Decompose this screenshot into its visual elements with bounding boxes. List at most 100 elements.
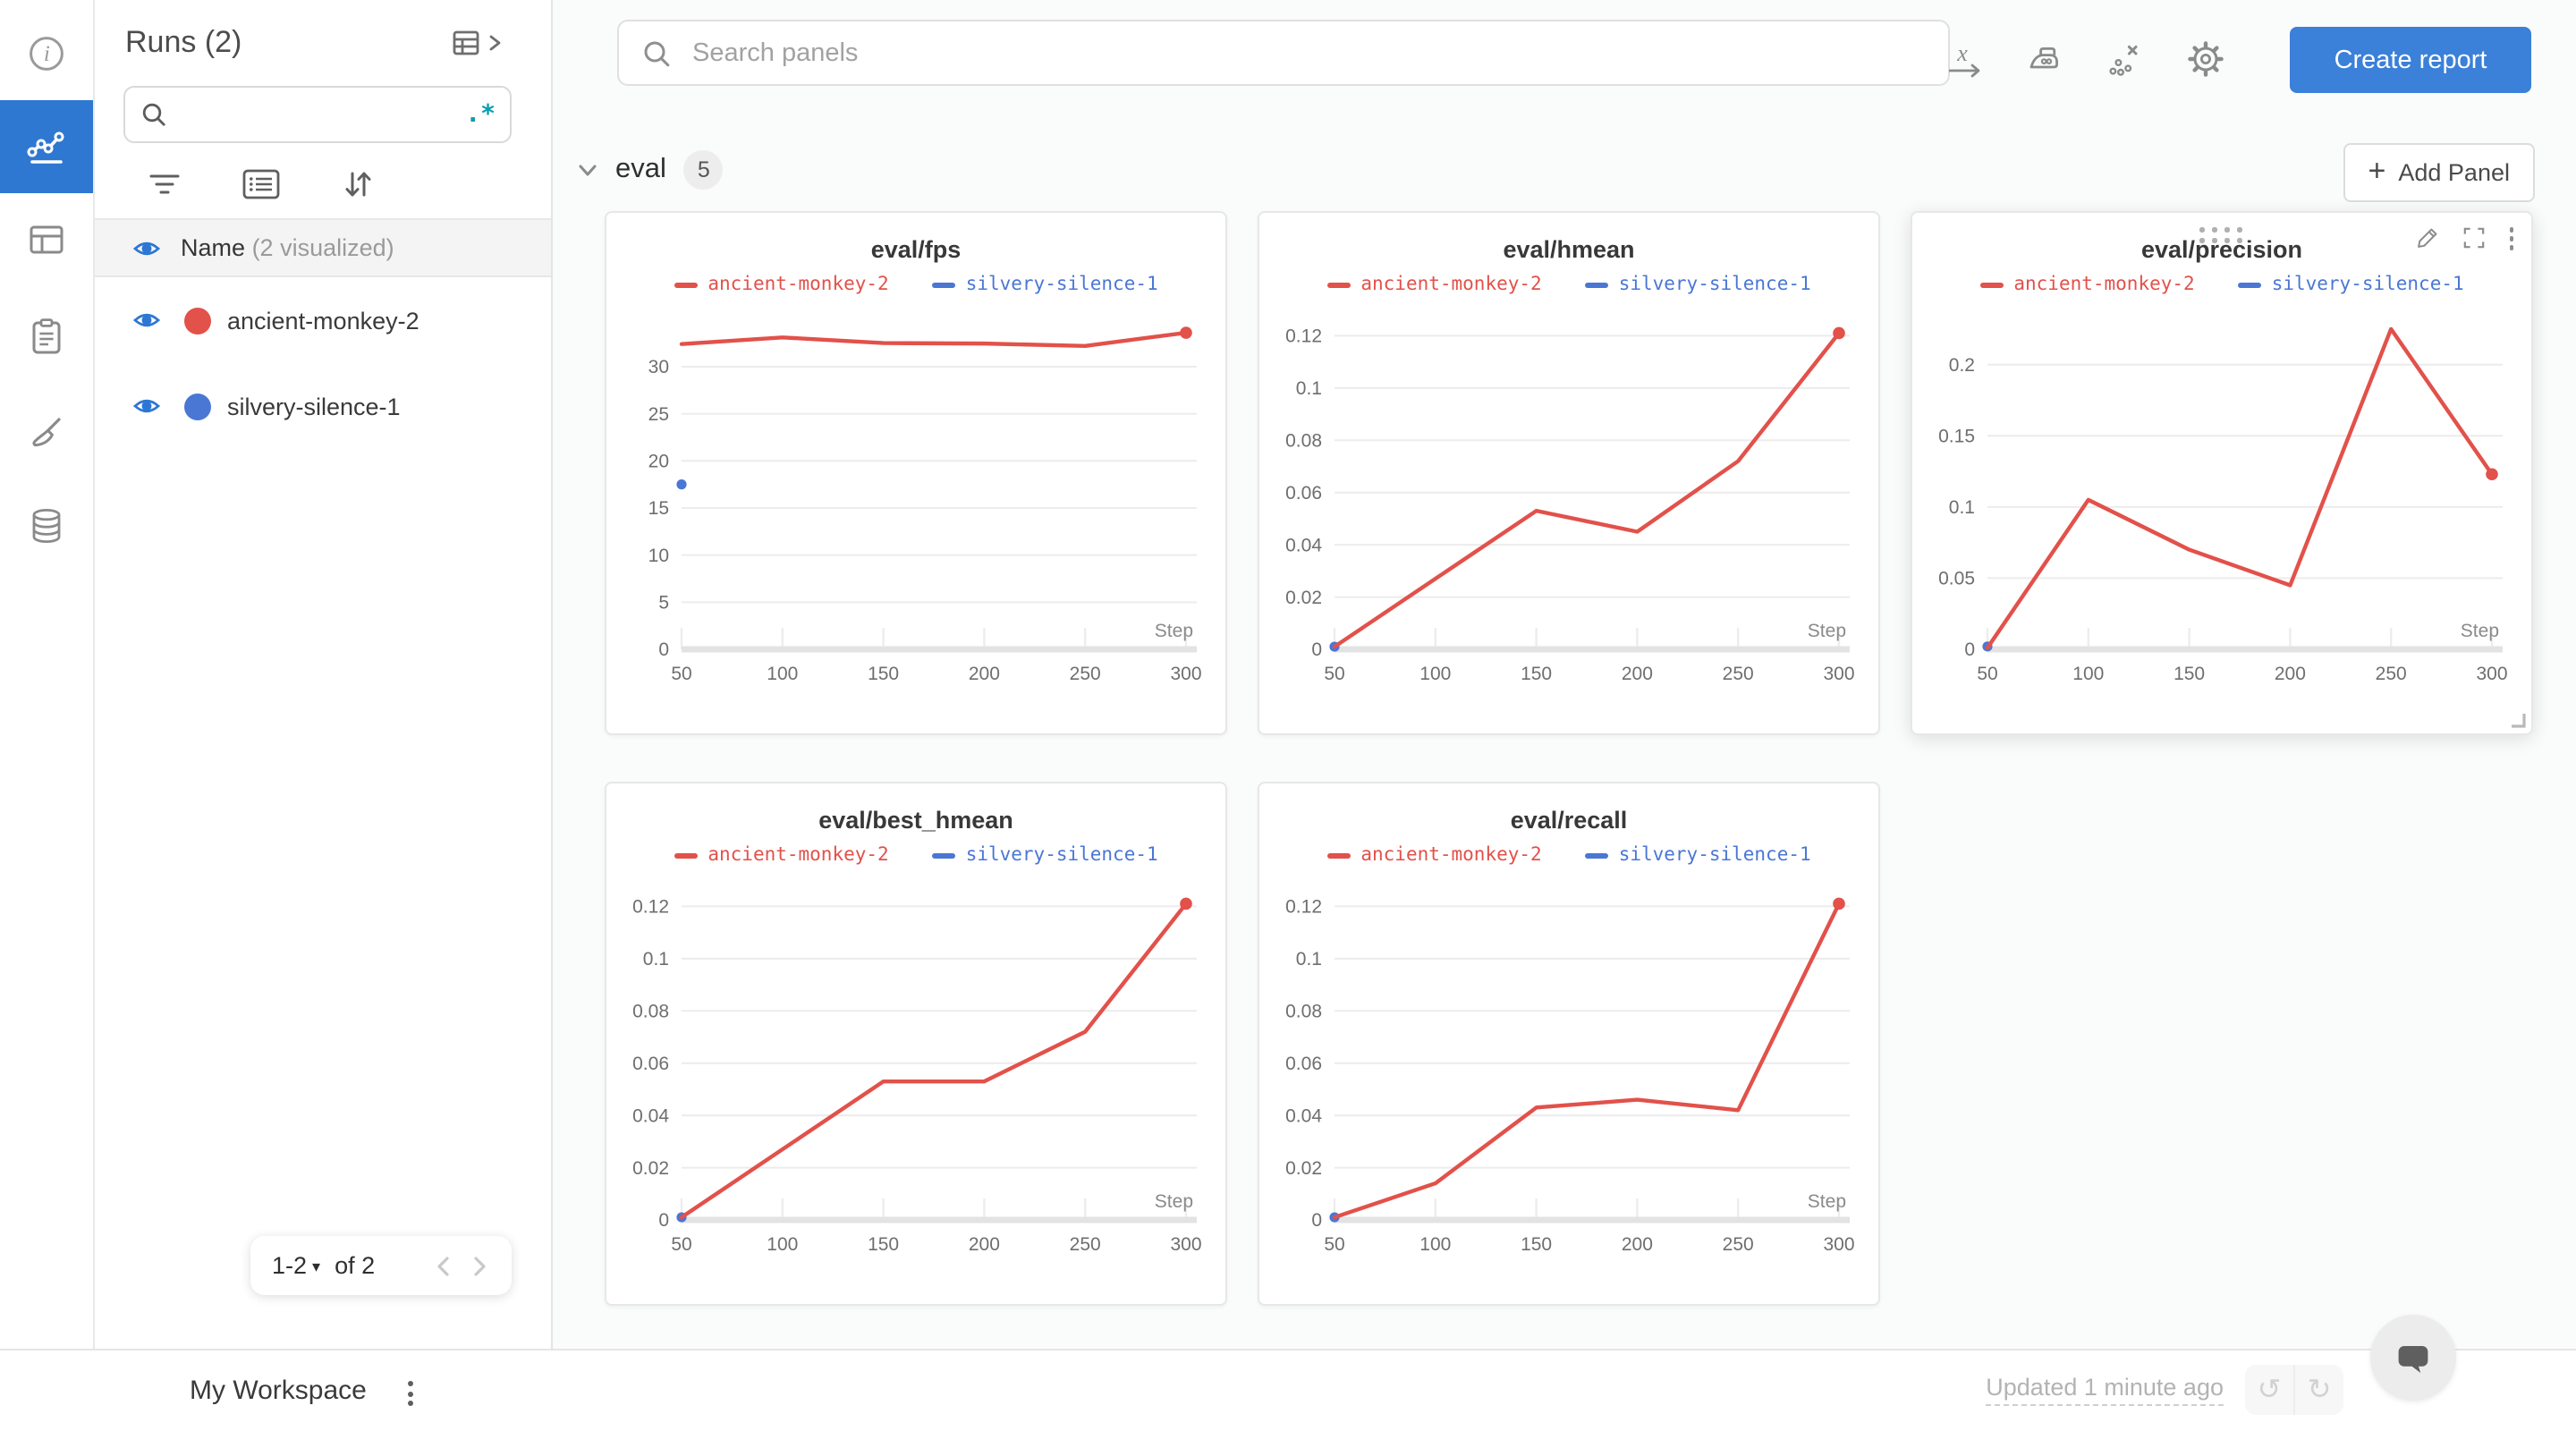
rail-item-info[interactable]: i [0, 7, 93, 100]
chat-bubble-icon [2398, 1346, 2428, 1373]
svg-text:10: 10 [648, 546, 669, 566]
workspace-settings-button[interactable] [2184, 38, 2227, 80]
display-settings-button[interactable] [242, 168, 281, 200]
rail-item-artifacts[interactable] [0, 479, 93, 572]
svg-text:300: 300 [1823, 664, 1854, 684]
svg-text:150: 150 [1521, 1234, 1552, 1255]
chart-canvas[interactable]: 0 0.05 0.1 0.15 0.2 50 100 150 200 250 300 Step [1923, 302, 2524, 699]
run-color-dot [184, 307, 211, 334]
panel-menu-button[interactable] [2505, 224, 2517, 253]
sort-icon [345, 172, 371, 197]
legend-item[interactable]: silvery-silence-1 [931, 844, 1158, 866]
chart-canvas[interactable]: 0 0.02 0.04 0.06 0.08 0.1 0.12 50 100 150 200 250 30… [1270, 302, 1871, 699]
svg-text:0.04: 0.04 [632, 1105, 669, 1126]
svg-text:200: 200 [969, 664, 1000, 684]
add-panel-button[interactable]: + Add Panel [2343, 143, 2535, 202]
legend-item[interactable]: ancient-monkey-2 [1326, 844, 1542, 866]
chart-canvas[interactable]: 0 0.02 0.04 0.06 0.08 0.1 0.12 50 100 150 200 250 30… [617, 873, 1218, 1270]
edit-panel-button[interactable] [2412, 224, 2441, 253]
svg-text:25: 25 [648, 404, 669, 425]
support-chat-button[interactable] [2370, 1315, 2456, 1401]
svg-text:150: 150 [1521, 664, 1552, 684]
info-icon: i [30, 37, 64, 71]
chart-panel[interactable]: eval/best_hmean ancient-monkey-2 silvery-s… [605, 782, 1227, 1306]
legend-item[interactable]: ancient-monkey-2 [674, 274, 889, 295]
visualized-count-label: (2 visualized) [251, 234, 394, 261]
svg-text:200: 200 [1622, 664, 1653, 684]
redo-button[interactable]: ↻ [2307, 1376, 2332, 1406]
filter-runs-button[interactable] [147, 168, 182, 200]
regex-toggle-button[interactable]: .* [465, 100, 496, 129]
svg-text:0.05: 0.05 [1938, 569, 1975, 589]
chart-canvas[interactable]: 0 5 10 15 20 25 30 50 100 150 200 250 300 Step [617, 302, 1218, 699]
svg-text:30: 30 [648, 357, 669, 377]
svg-text:0.12: 0.12 [1285, 897, 1322, 918]
run-search-input[interactable] [179, 99, 466, 130]
add-panel-label: Add Panel [2398, 159, 2510, 186]
scatter-x-icon [2109, 45, 2138, 76]
next-page-button[interactable] [469, 1251, 490, 1280]
svg-text:0.06: 0.06 [1285, 483, 1322, 504]
svg-text:0.08: 0.08 [1285, 430, 1322, 451]
rail-item-runs-table[interactable] [0, 193, 93, 286]
database-icon [32, 509, 61, 544]
prev-page-button[interactable] [433, 1251, 454, 1280]
rail-item-workspace-charts[interactable] [0, 100, 93, 193]
panel-legend: ancient-monkey-2 silvery-silence-1 [606, 841, 1225, 869]
smoothing-button[interactable] [2023, 38, 2066, 80]
legend-run-name: ancient-monkey-2 [708, 844, 889, 866]
rail-item-sweeps[interactable] [0, 386, 93, 479]
legend-run-name: ancient-monkey-2 [1360, 844, 1542, 866]
chevron-right-icon [489, 35, 501, 51]
search-icon [644, 40, 670, 66]
svg-text:x: x [1956, 40, 1968, 66]
svg-text:0.1: 0.1 [1296, 378, 1322, 399]
sort-runs-button[interactable] [340, 168, 376, 200]
chart-panel[interactable]: eval/precision ancient-monkey-2 silvery-si… [1911, 211, 2533, 735]
run-row[interactable]: silvery-silence-1 [93, 363, 551, 449]
legend-item[interactable]: silvery-silence-1 [931, 274, 1158, 295]
page-range-label: 1-2 [272, 1252, 308, 1279]
panel-resize-handle[interactable] [2508, 710, 2526, 728]
legend-item[interactable]: silvery-silence-1 [1584, 844, 1811, 866]
outlier-removal-button[interactable] [2104, 38, 2147, 80]
legend-run-name: ancient-monkey-2 [2013, 274, 2195, 295]
legend-item[interactable]: silvery-silence-1 [1584, 274, 1811, 295]
updated-timestamp[interactable]: Updated 1 minute ago [1986, 1374, 2224, 1406]
chart-canvas[interactable]: 0 0.02 0.04 0.06 0.08 0.1 0.12 50 100 150 200 250 30… [1270, 873, 1871, 1270]
legend-item[interactable]: ancient-monkey-2 [1979, 274, 2195, 295]
create-report-button[interactable]: Create report [2290, 27, 2531, 93]
svg-text:300: 300 [1823, 1234, 1854, 1255]
expand-runs-table-button[interactable] [451, 25, 504, 61]
chart-panel[interactable]: eval/fps ancient-monkey-2 silvery-silence-… [605, 211, 1227, 735]
panel-drag-handle[interactable] [2199, 227, 2244, 245]
svg-text:200: 200 [969, 1234, 1000, 1255]
svg-text:300: 300 [2476, 664, 2507, 684]
svg-text:50: 50 [671, 1234, 691, 1255]
workspace-menu-button[interactable] [397, 1370, 424, 1417]
panel-search-input[interactable] [689, 37, 1927, 69]
legend-swatch [1584, 282, 1608, 287]
fullscreen-panel-button[interactable] [2459, 224, 2487, 253]
chart-panel[interactable]: eval/hmean ancient-monkey-2 silvery-silenc… [1258, 211, 1880, 735]
svg-text:50: 50 [1324, 664, 1344, 684]
rail-item-logs[interactable] [0, 290, 93, 383]
section-eval-header[interactable]: eval 5 [576, 143, 724, 197]
svg-text:250: 250 [1070, 1234, 1101, 1255]
panel-title: eval/best_hmean [818, 807, 1013, 834]
svg-text:0: 0 [658, 1210, 669, 1231]
x-axis-settings-button[interactable]: x [1943, 38, 1986, 80]
panel-title: eval/precision [2140, 236, 2303, 263]
run-row[interactable]: ancient-monkey-2 [93, 277, 551, 363]
svg-text:0.12: 0.12 [632, 897, 669, 918]
chart-panel[interactable]: eval/recall ancient-monkey-2 silvery-silen… [1258, 782, 1880, 1306]
svg-text:Step: Step [1808, 621, 1846, 641]
svg-text:Step: Step [1155, 1191, 1193, 1212]
undo-button[interactable]: ↺ [2245, 1365, 2295, 1415]
page-range-dropdown[interactable]: 1-2 ▾ [272, 1252, 320, 1279]
svg-text:0.1: 0.1 [1296, 949, 1322, 970]
legend-item[interactable]: ancient-monkey-2 [1326, 274, 1542, 295]
runs-name-header[interactable]: Name (2 visualized) [93, 218, 551, 277]
legend-item[interactable]: ancient-monkey-2 [674, 844, 889, 866]
legend-item[interactable]: silvery-silence-1 [2237, 274, 2464, 295]
